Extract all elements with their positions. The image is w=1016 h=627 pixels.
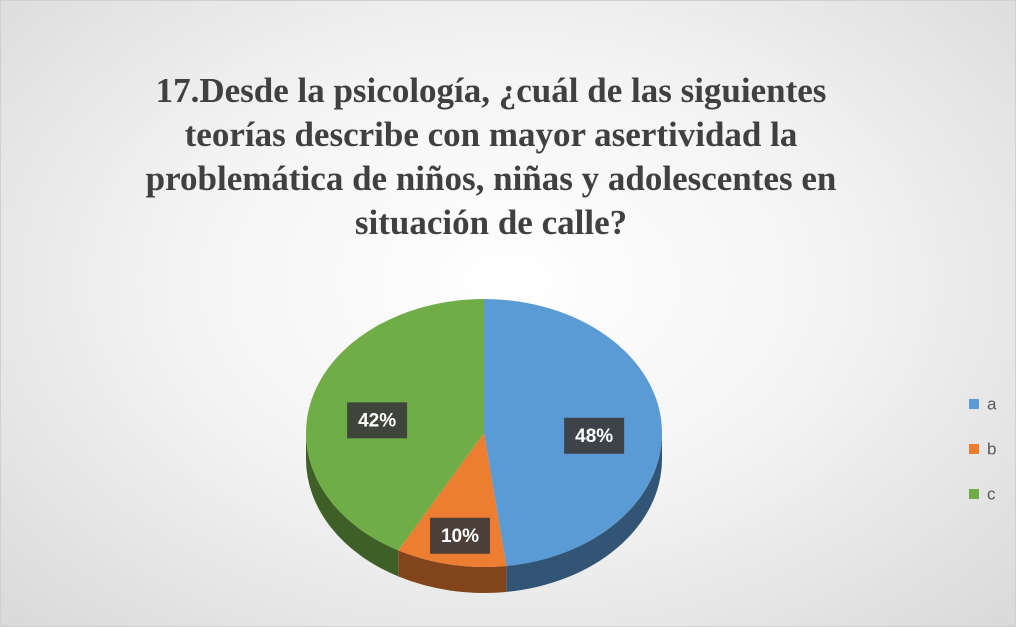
legend-swatch — [969, 399, 979, 409]
data-label-box — [564, 417, 625, 454]
legend-label: a — [987, 394, 997, 413]
data-label-box — [429, 517, 490, 554]
legend-label: c — [987, 484, 996, 503]
slice-side — [506, 433, 662, 592]
chart-title: 17.Desde la psicología, ¿cuál de las sig… — [145, 71, 837, 242]
data-label: 48% — [575, 426, 613, 447]
data-label: 42% — [358, 410, 396, 431]
legend-swatch — [969, 444, 979, 454]
legend-swatch — [969, 489, 979, 499]
slice-side — [398, 550, 507, 593]
slice-side — [306, 433, 399, 577]
data-label-box — [347, 402, 408, 439]
legend-label: b — [987, 439, 996, 458]
data-label: 10% — [441, 526, 479, 547]
